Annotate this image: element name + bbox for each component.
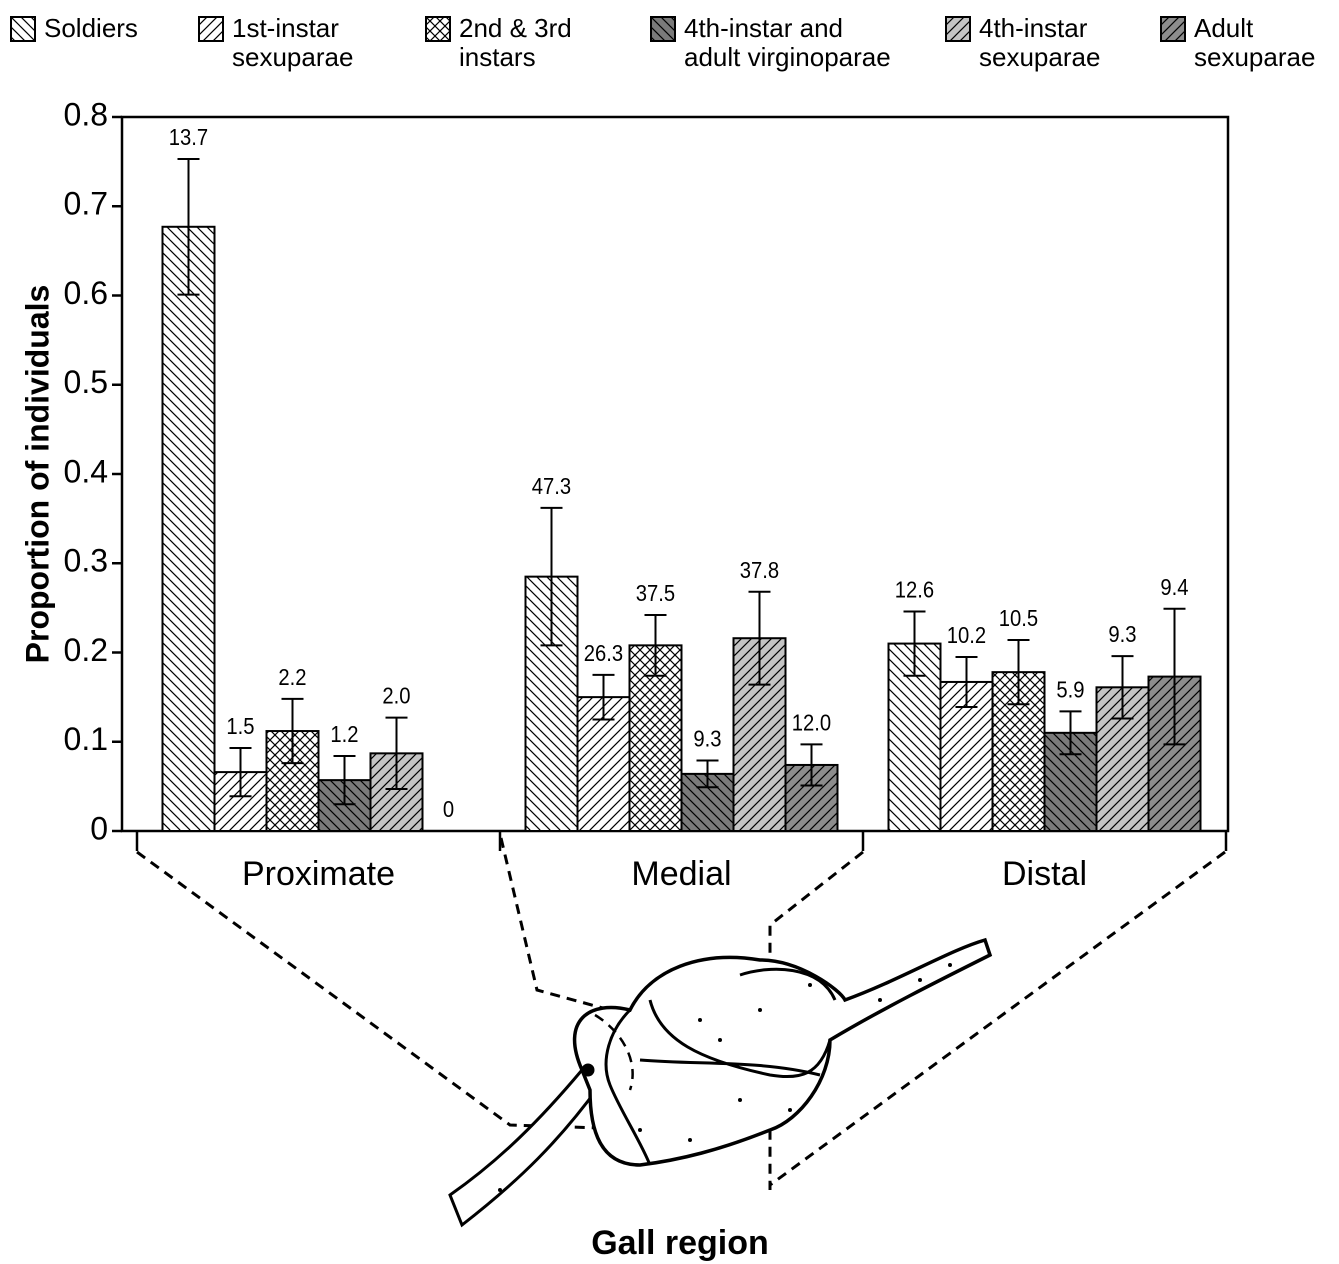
bar-annotation: 26.3 xyxy=(584,640,623,667)
bar-annotation: 9.3 xyxy=(1108,621,1136,648)
bar xyxy=(163,227,215,831)
legend-swatch-fill xyxy=(946,17,970,41)
x-tick-label: Distal xyxy=(1002,855,1087,893)
legend-swatch xyxy=(650,16,676,42)
bar-annotation: 10.2 xyxy=(947,622,986,649)
legend-item: 4th-instar sexuparae xyxy=(945,14,1100,72)
x-axis-label: Gall region xyxy=(591,1224,769,1262)
y-tick-label: 0.1 xyxy=(64,721,108,757)
page: Gall region Proportion of individuals 0 0… xyxy=(0,0,1339,1264)
legend-swatch xyxy=(1160,16,1186,42)
legend-swatch-fill xyxy=(11,17,35,41)
legend-label: Adult sexuparae xyxy=(1194,14,1315,72)
legend-item: Adult sexuparae xyxy=(1160,14,1315,72)
legend-label: 2nd & 3rd instars xyxy=(459,14,572,72)
legend-label: 1st-instar sexuparae xyxy=(232,14,353,72)
legend-item: 1st-instar sexuparae xyxy=(198,14,353,72)
y-tick-label: 0.2 xyxy=(64,632,108,668)
bar-annotation: 13.7 xyxy=(169,124,208,151)
legend-swatch-fill xyxy=(1161,17,1185,41)
bar-annotation: 9.4 xyxy=(1160,574,1188,601)
bar-annotation: 12.6 xyxy=(895,576,934,603)
bar-annotation: 37.8 xyxy=(740,557,779,584)
bar-annotation: 37.5 xyxy=(636,580,675,607)
legend-swatch xyxy=(945,16,971,42)
legend-swatch-fill xyxy=(651,17,675,41)
bar-annotation: 2.2 xyxy=(278,664,306,691)
bar-annotation: 12.0 xyxy=(792,709,831,736)
legend-item: 4th-instar and adult virginoparae xyxy=(650,14,891,72)
y-tick-label: 0 xyxy=(90,810,108,846)
y-axis-label: Proportion of individuals xyxy=(19,285,55,664)
y-tick-label: 0.7 xyxy=(64,186,108,222)
bar-annotation: 0 xyxy=(443,796,454,823)
y-tick-label: 0.4 xyxy=(64,453,108,489)
legend-swatch-fill xyxy=(199,17,223,41)
legend-swatch xyxy=(198,16,224,42)
legend-swatch xyxy=(425,16,451,42)
bar-annotation: 10.5 xyxy=(999,605,1038,632)
legend-swatch-fill xyxy=(426,17,450,41)
legend-label: 4th-instar and adult virginoparae xyxy=(684,14,891,72)
bar-annotation: 1.5 xyxy=(226,713,254,740)
legend-item: Soldiers xyxy=(10,14,138,43)
legend-label: Soldiers xyxy=(44,14,138,43)
legend-swatch xyxy=(10,16,36,42)
bar-annotation: 47.3 xyxy=(532,473,571,500)
y-tick-label: 0.3 xyxy=(64,543,108,579)
y-tick-label: 0.8 xyxy=(64,96,108,132)
x-tick-label: Proximate xyxy=(242,855,395,893)
gall-illustration xyxy=(137,838,1225,1225)
legend-label: 4th-instar sexuparae xyxy=(979,14,1100,72)
legend-item: 2nd & 3rd instars xyxy=(425,14,572,72)
bar-annotation: 5.9 xyxy=(1056,676,1084,703)
bar-annotation: 2.0 xyxy=(382,682,410,709)
bar-annotation: 1.2 xyxy=(330,721,358,748)
bar-annotation: 9.3 xyxy=(693,725,721,752)
y-tick-label: 0.5 xyxy=(64,364,108,400)
y-tick-label: 0.6 xyxy=(64,275,108,311)
chart: Gall region Proportion of individuals 0 0… xyxy=(0,0,1339,1264)
x-tick-label: Medial xyxy=(631,855,731,893)
